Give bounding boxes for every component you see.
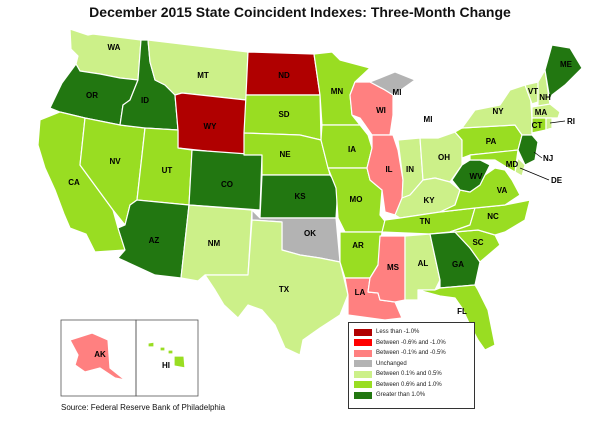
label-ca: CA [68,178,80,187]
state-nc[interactable] [449,199,531,236]
label-id: ID [141,96,149,105]
label-ri: RI [567,117,575,126]
label-ga: GA [452,260,464,269]
state-ia[interactable] [320,124,373,169]
label-ar: AR [352,241,364,250]
label-ky: KY [423,196,435,205]
state-tx[interactable] [204,219,349,356]
label-la: LA [355,288,366,297]
label-wa: WA [108,43,121,52]
label-ks: KS [294,192,306,201]
source-note: Source: Federal Reserve Bank of Philadel… [61,403,226,412]
label-mi-up: MI [393,88,402,97]
legend-row-neg05-neg01: Between -0.1% and -0.5% [354,348,470,359]
label-ct: CT [532,121,543,130]
map-title: December 2015 State Coincident Indexes: … [89,4,511,20]
legend-label: Between 0.6% and 1.0% [376,381,442,388]
label-oh: OH [438,153,450,162]
state-fl[interactable] [417,284,496,351]
legend-label: Greater than 1.0% [376,392,426,399]
label-co: CO [221,180,233,189]
label-ny: NY [492,107,504,116]
legend-swatch [354,339,372,347]
label-mt: MT [197,71,209,80]
label-az: AZ [149,236,160,245]
label-ms: MS [387,263,400,272]
label-de: DE [551,176,563,185]
label-in: IN [406,165,414,174]
label-tn: TN [420,217,431,226]
label-wi: WI [376,106,386,115]
label-nc: NC [487,212,499,221]
label-pa: PA [486,137,497,146]
state-md[interactable] [469,149,519,173]
legend-row-unchanged: Unchanged [354,359,470,370]
hawaii-inset-frame [135,319,199,397]
legend-row-p06-p10: Between 0.6% and 1.0% [354,380,470,391]
label-va: VA [497,186,508,195]
legend-row-gt1: Greater than 1.0% [354,390,470,401]
de-leader-line [519,167,550,181]
label-mi: MI [424,115,433,124]
legend-row-neg1-neg06: Between -0.6% and -1.0% [354,338,470,349]
legend-swatch [354,391,372,399]
state-hi[interactable] [147,341,186,369]
label-ma: MA [535,108,548,117]
legend-swatch [354,381,372,389]
label-ak: AK [94,350,106,359]
label-or: OR [86,91,98,100]
label-nv: NV [109,157,121,166]
nj-leader-line [533,151,543,159]
label-vt: VT [528,87,538,96]
label-ne: NE [279,150,291,159]
legend-label: Less than -1.0% [376,329,420,336]
legend-swatch [354,349,372,357]
label-ut: UT [162,166,173,175]
state-ak[interactable] [69,332,126,381]
label-mn: MN [331,87,344,96]
state-mi[interactable] [369,71,416,96]
legend-label: Between -0.1% and -0.5% [376,350,446,357]
label-nd: ND [278,71,290,80]
label-mo: MO [350,195,363,204]
legend-row-lt-neg1: Less than -1.0% [354,327,470,338]
state-il[interactable] [366,134,404,216]
state-ma[interactable] [531,103,561,119]
legend-label: Between -0.6% and -1.0% [376,339,446,346]
label-ia: IA [348,145,356,154]
legend-swatch [354,360,372,368]
legend-label: Between 0.1% and 0.5% [376,371,442,378]
label-wy: WY [204,122,218,131]
label-hi: HI [162,361,170,370]
legend-swatch [354,328,372,336]
label-sd: SD [278,110,289,119]
label-me: ME [560,60,573,69]
label-il: IL [385,165,392,174]
legend-swatch [354,370,372,378]
label-al: AL [418,259,429,268]
label-md: MD [506,160,519,169]
label-nm: NM [208,239,221,248]
legend-label: Unchanged [376,360,407,367]
legend-row-p01-p05: Between 0.1% and 0.5% [354,369,470,380]
label-ok: OK [304,229,316,238]
ri-leader-line [549,120,566,124]
state-ri[interactable] [545,117,553,131]
state-me[interactable] [544,44,583,101]
label-sc: SC [472,238,483,247]
label-wv: WV [470,172,484,181]
label-nj: NJ [543,154,553,163]
label-nh: NH [539,93,551,102]
label-fl: FL [457,307,467,316]
label-tx: TX [279,285,290,294]
map-legend: Less than -1.0% Between -0.6% and -1.0% Be… [348,322,475,409]
